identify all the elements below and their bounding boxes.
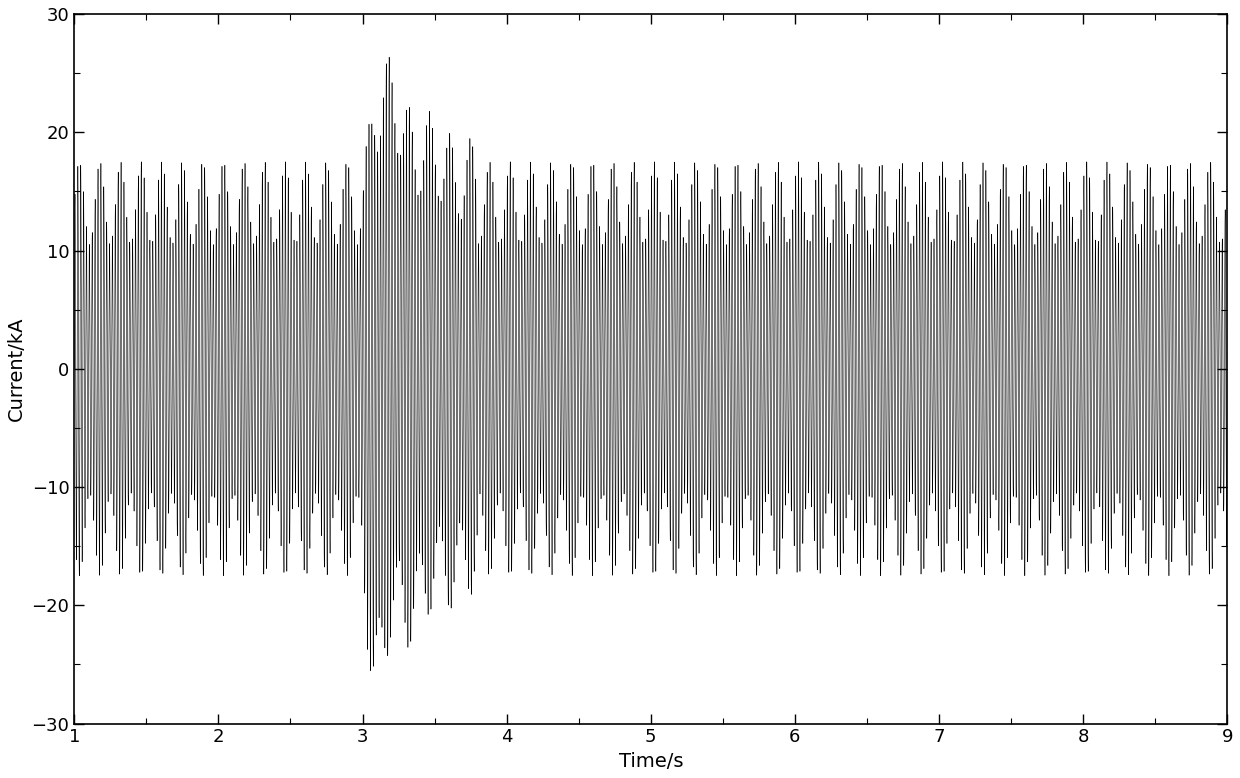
X-axis label: Time/s: Time/s: [619, 752, 683, 771]
Y-axis label: Current/kA: Current/kA: [7, 317, 26, 421]
